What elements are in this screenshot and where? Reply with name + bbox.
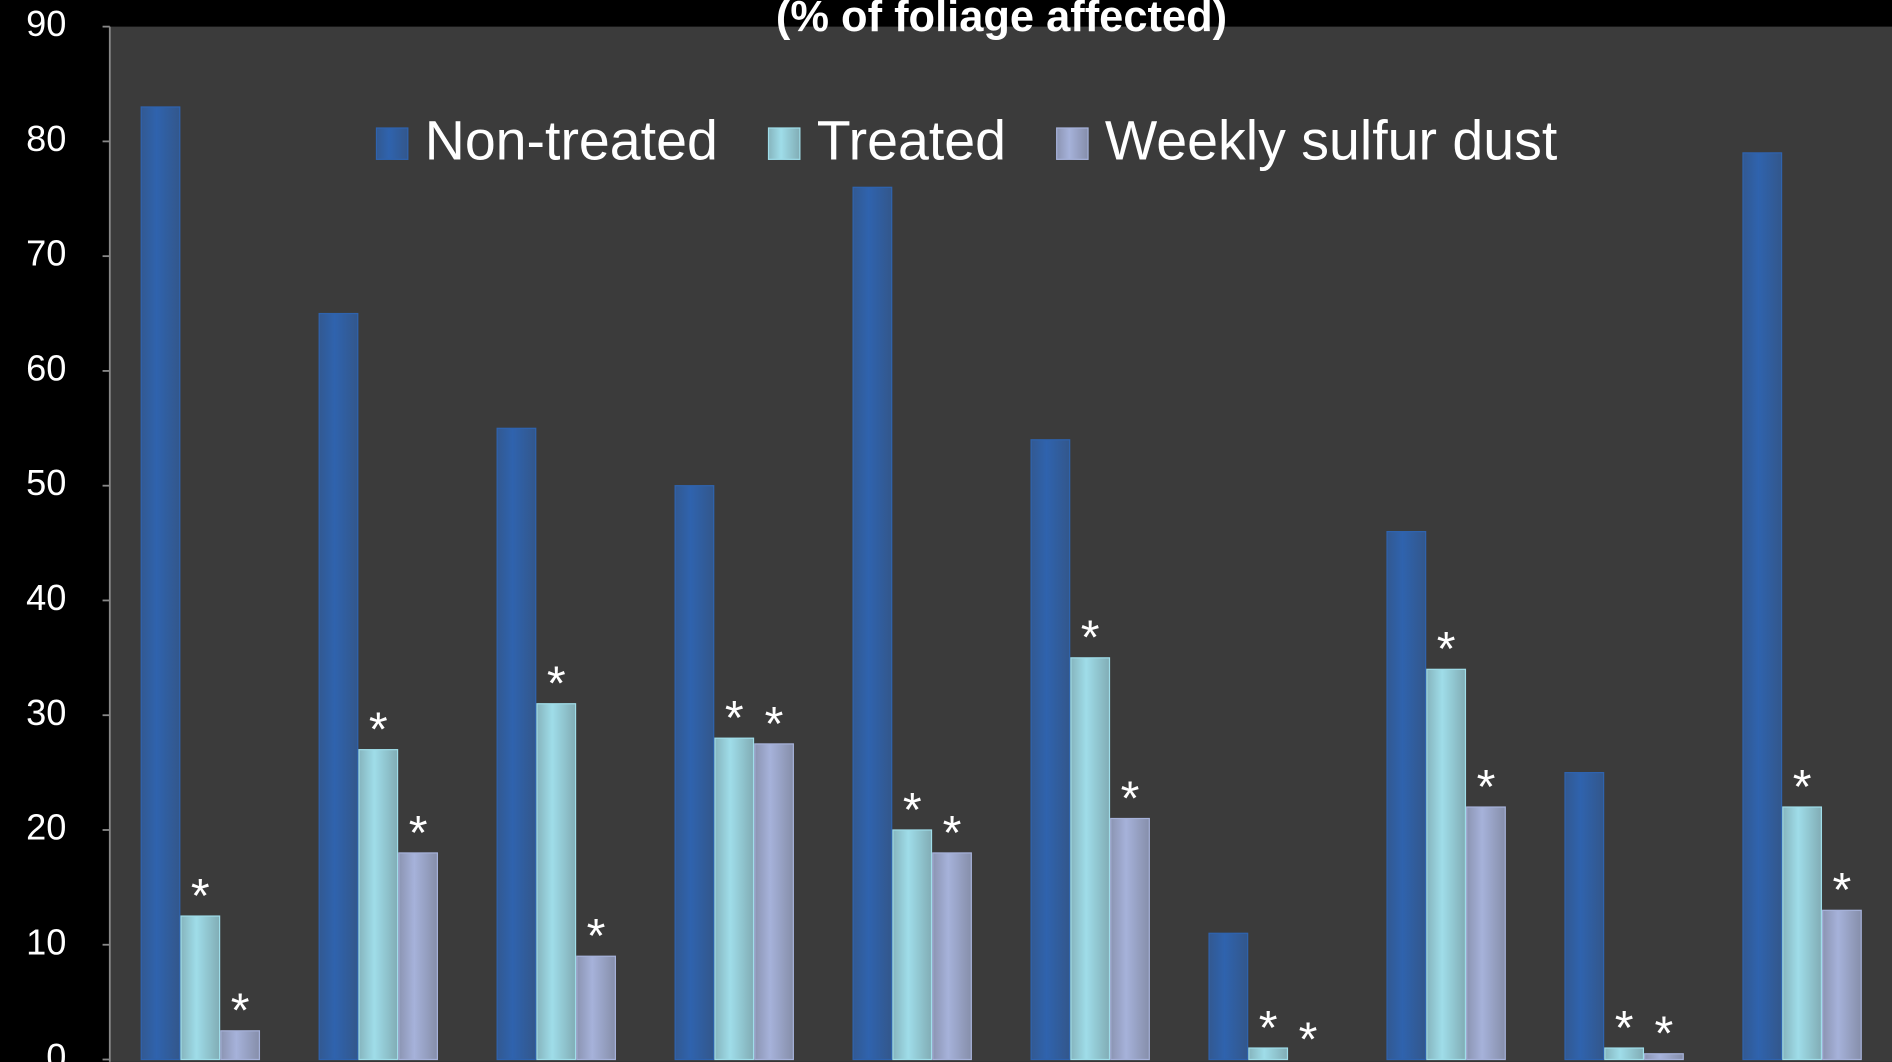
legend-swatch — [1056, 127, 1089, 160]
y-tick-label: 60 — [26, 347, 66, 388]
bar — [1248, 1047, 1289, 1061]
bar — [1110, 817, 1150, 1061]
bar-annotation: * — [725, 691, 744, 745]
bar — [1822, 909, 1862, 1061]
bar-annotation: * — [1121, 771, 1140, 825]
legend-swatch — [375, 127, 409, 160]
bar — [1782, 806, 1823, 1061]
bar-annotation: * — [1437, 622, 1456, 676]
bar — [714, 737, 755, 1061]
bar — [1604, 1047, 1645, 1061]
bar-annotation: * — [587, 909, 606, 963]
legend-label: Treated — [817, 110, 1006, 172]
bar — [1564, 771, 1605, 1061]
y-tick-label: 10 — [26, 921, 66, 962]
bar-annotation: * — [1833, 863, 1852, 917]
legend-label: Weekly sulfur dust — [1105, 110, 1558, 172]
bar-annotation: * — [765, 697, 784, 751]
bar-annotation: * — [903, 783, 922, 837]
bar-annotation: * — [1477, 760, 1496, 814]
bar-annotation: * — [369, 702, 388, 756]
bar — [318, 312, 359, 1061]
bar — [892, 829, 933, 1061]
bar-annotation: * — [943, 806, 962, 860]
bar-annotation: * — [1793, 760, 1812, 814]
y-tick-label: 90 — [26, 3, 66, 44]
bar — [220, 1030, 261, 1061]
bar — [536, 703, 577, 1061]
bar-annotation: * — [1615, 1001, 1634, 1055]
y-tick-label: 30 — [26, 692, 66, 733]
bar — [1426, 668, 1467, 1061]
bar — [1208, 932, 1249, 1061]
bar — [180, 915, 221, 1061]
bar — [140, 106, 181, 1061]
bar — [1644, 1053, 1684, 1061]
bar — [1070, 657, 1111, 1061]
bar — [852, 186, 893, 1061]
bar-annotation: * — [1259, 1001, 1278, 1055]
bar — [398, 852, 439, 1061]
bar — [496, 427, 537, 1061]
bar — [674, 485, 715, 1061]
bar-annotation: * — [231, 984, 250, 1038]
bar — [576, 955, 616, 1061]
bar — [1742, 152, 1783, 1061]
bar — [1030, 439, 1071, 1061]
bar-annotation: * — [409, 806, 428, 860]
legend-swatch — [767, 127, 801, 160]
bar-annotation: * — [1081, 611, 1100, 665]
bar — [1466, 806, 1506, 1061]
y-tick-label: 0 — [46, 1036, 66, 1062]
y-tick-label: 40 — [26, 577, 66, 618]
bar — [754, 743, 794, 1061]
bar-annotation: * — [1655, 1007, 1674, 1061]
chart-title: (% of foliage affected) — [776, 0, 1227, 41]
legend-label: Non-treated — [425, 110, 718, 172]
bar — [358, 749, 399, 1061]
y-tick-label: 80 — [26, 118, 66, 159]
y-tick-label: 50 — [26, 462, 66, 503]
y-tick-label: 20 — [26, 807, 66, 848]
bar — [932, 852, 972, 1061]
bar — [1386, 530, 1427, 1061]
bar-annotation: * — [1299, 1012, 1318, 1062]
y-tick-label: 70 — [26, 233, 66, 274]
bar-annotation: * — [547, 657, 566, 711]
bar-annotation: * — [191, 869, 210, 923]
